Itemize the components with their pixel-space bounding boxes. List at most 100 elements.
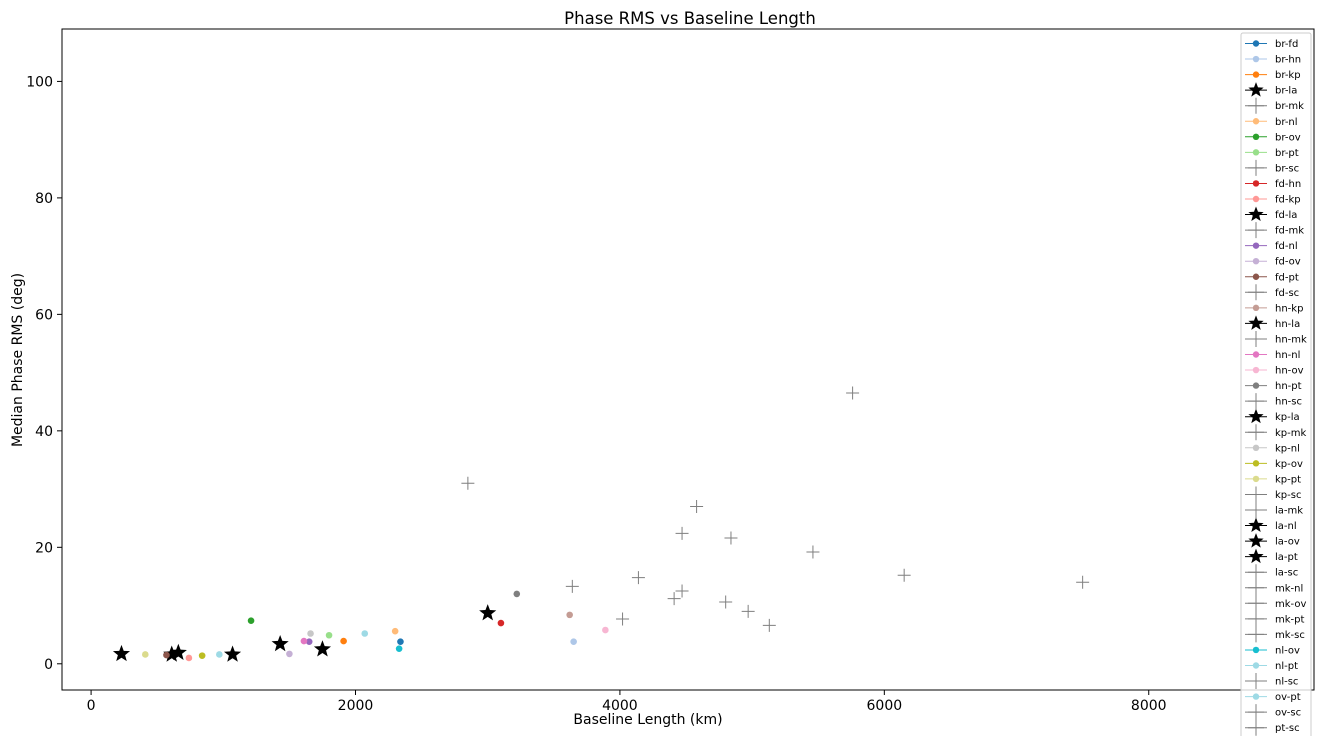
- x-tick-label: 4000: [602, 698, 638, 714]
- legend-label: br-fd: [1275, 39, 1298, 50]
- legend-marker: [1248, 579, 1264, 596]
- legend-label: fd-mk: [1275, 226, 1304, 237]
- point-br-fd: [397, 638, 404, 645]
- legend-marker: [1252, 273, 1260, 280]
- legend-label: br-sc: [1275, 163, 1299, 174]
- point-hn-nl: [300, 637, 308, 645]
- legend-marker: [1248, 315, 1264, 330]
- point-kp-la: [223, 645, 242, 662]
- legend-marker: [1252, 118, 1260, 125]
- legend-marker: [1248, 719, 1264, 736]
- point-kp-sc: [667, 592, 681, 606]
- point-br-nl: [391, 627, 399, 635]
- legend-marker: [1248, 486, 1264, 503]
- legend-marker: [1252, 351, 1260, 358]
- point-fd-mk: [675, 584, 689, 598]
- legend-item: br-la: [1245, 82, 1297, 97]
- legend-label: la-pt: [1275, 552, 1298, 563]
- x-axis-label: Baseline Length (km): [573, 712, 722, 728]
- legend-item: br-ov: [1245, 132, 1301, 143]
- point-hn-kp: [566, 611, 573, 619]
- point-br-hn: [570, 638, 577, 645]
- legend-marker: [1252, 195, 1260, 203]
- point-fd-sc: [631, 571, 645, 585]
- legend-label: fd-nl: [1275, 241, 1298, 252]
- legend-marker: [1252, 382, 1260, 389]
- legend-item: fd-mk: [1245, 222, 1304, 239]
- legend-item: nl-pt: [1245, 661, 1298, 672]
- legend-label: ov-sc: [1275, 708, 1301, 719]
- legend-item: mk-sc: [1245, 626, 1305, 643]
- x-tick-label: 2000: [338, 698, 374, 714]
- legend-marker: [1248, 610, 1264, 627]
- legend-item: kp-ov: [1245, 459, 1303, 470]
- legend-item: hn-la: [1245, 315, 1300, 330]
- legend-item: kp-sc: [1245, 486, 1301, 503]
- legend-item: br-kp: [1245, 70, 1301, 81]
- legend-item: pt-sc: [1245, 719, 1300, 736]
- axis-ticks: 0 2000 4000 6000 8000 0 20 40 60 80 100: [26, 74, 1166, 714]
- legend-label: mk-nl: [1275, 583, 1303, 594]
- legend-label: mk-ov: [1275, 599, 1306, 610]
- point-nl-sc: [565, 579, 579, 593]
- legend-marker: [1252, 662, 1260, 669]
- legend-item: br-hn: [1245, 55, 1301, 66]
- legend-label: la-mk: [1275, 506, 1303, 517]
- legend-label: hn-kp: [1275, 303, 1303, 314]
- legend-item: kp-nl: [1245, 443, 1300, 454]
- legend-item: mk-ov: [1245, 595, 1306, 612]
- point-kp-mk: [741, 604, 755, 618]
- legend-marker: [1248, 393, 1264, 410]
- legend-marker: [1248, 673, 1264, 690]
- legend-label: la-ov: [1275, 537, 1300, 548]
- legend-marker: [1252, 133, 1260, 140]
- legend-marker: [1248, 206, 1264, 222]
- point-fd-nl: [305, 638, 313, 645]
- legend-item: br-mk: [1245, 97, 1304, 114]
- x-tick-label: 0: [87, 698, 96, 714]
- point-hn-sc: [897, 568, 911, 582]
- legend-marker: [1252, 71, 1260, 78]
- y-tick-label: 60: [35, 307, 53, 323]
- legend-item: la-mk: [1245, 502, 1303, 518]
- legend-label: hn-sc: [1275, 397, 1302, 408]
- point-fd-hn: [497, 619, 505, 627]
- legend-marker: [1252, 460, 1260, 467]
- point-ov-sc: [616, 612, 630, 626]
- legend-label: hn-pt: [1275, 381, 1302, 392]
- legend-marker: [1248, 595, 1264, 612]
- legend-label: fd-sc: [1275, 288, 1299, 299]
- y-axis-label: Median Phase RMS (deg): [10, 273, 26, 447]
- legend-marker: [1252, 258, 1260, 265]
- legend-label: hn-mk: [1275, 334, 1307, 345]
- legend-item: fd-la: [1245, 206, 1297, 222]
- legend-marker: [1248, 517, 1264, 533]
- legend-label: kp-mk: [1275, 428, 1306, 439]
- legend-marker: [1248, 408, 1264, 424]
- point-hn-la: [479, 604, 497, 621]
- point-kp-pt: [141, 651, 149, 658]
- legend-item: br-nl: [1245, 117, 1298, 128]
- legend-item: la-sc: [1245, 564, 1298, 581]
- legend-marker: [1248, 548, 1264, 564]
- point-br-mk: [846, 386, 860, 400]
- point-mk-nl: [719, 595, 733, 609]
- x-tick-label: 8000: [1131, 698, 1167, 714]
- legend-marker: [1248, 564, 1264, 581]
- legend-label: mk-sc: [1275, 630, 1305, 641]
- y-tick-label: 80: [35, 191, 53, 207]
- legend-item: br-pt: [1245, 148, 1299, 159]
- point-mk-sc: [762, 618, 776, 632]
- legend-label: ov-pt: [1275, 692, 1301, 703]
- legend-item: nl-ov: [1245, 645, 1300, 656]
- legend-label: hn-ov: [1275, 366, 1304, 377]
- point-la-nl: [271, 634, 289, 652]
- y-tick-label: 0: [44, 657, 53, 673]
- point-hn-ov: [602, 626, 609, 634]
- legend-item: nl-sc: [1245, 673, 1298, 690]
- legend-marker: [1248, 82, 1264, 97]
- point-la-sc: [690, 500, 704, 514]
- legend-item: fd-kp: [1245, 195, 1301, 206]
- y-tick-label: 40: [35, 424, 53, 440]
